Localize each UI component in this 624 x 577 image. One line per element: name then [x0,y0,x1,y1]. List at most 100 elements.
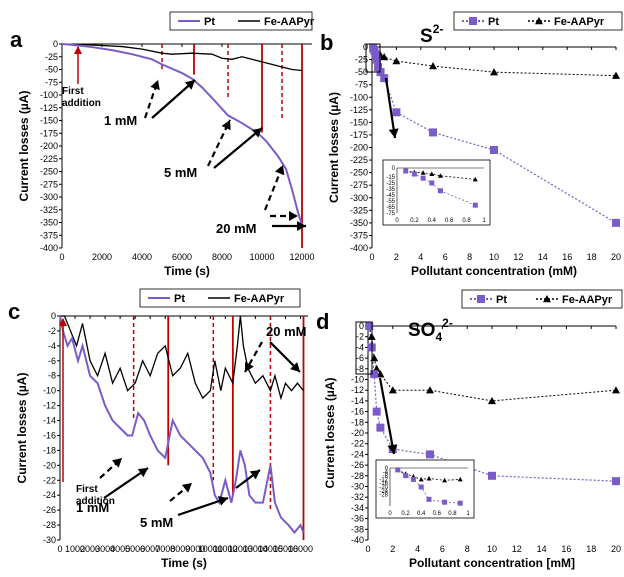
x-tick-label: 6 [443,252,448,262]
data-point-fe-aapyr [380,53,389,61]
legend-label-pt: Pt [488,16,499,28]
data-point-pt [372,55,381,64]
data-point-pt [365,322,374,330]
x-tick-label: 14000 [258,544,283,554]
data-point-pt [376,423,385,432]
legend: Pt Fe-AAPyr [169,11,315,31]
x-tick-label: 6 [440,544,445,554]
inset-data-point-pt [418,484,424,490]
legend-label-fe: Fe-AAPyr [562,294,613,306]
inset-data-point-fe-aapyr [418,476,424,482]
annotation-arrow [151,79,196,119]
y-tick-label: -200 [350,143,368,153]
inset-frame [382,159,491,226]
y-tick-label: -100 [40,90,58,100]
y-tick-label: -4 [48,341,56,351]
ion-label: S2- [420,22,443,47]
x-tick-label: 8 [465,544,470,554]
y-tick-label: -225 [350,155,368,165]
y-tick-label: -50 [45,65,58,75]
data-point-pt [612,477,620,486]
first-addition-label: First [62,86,84,97]
panel-label-d: d [316,309,329,334]
y-tick-label: -125 [350,105,368,115]
inset-data-point-pt [403,168,409,174]
y-tick-label: 0 [359,321,364,331]
data-point-pt [370,370,379,379]
data-point-pt [380,74,389,83]
x-tick-label: 8000 [170,544,190,554]
data-point-fe-aapyr [392,57,401,65]
y-tick-label: -325 [350,205,368,215]
x-tick-label: 8000 [212,252,232,262]
first-addition-label: addition [76,496,115,507]
y-tick-label: -100 [350,92,368,102]
panel-b: 0-25-50-75-100-125-150-175-200-225-250-2… [327,42,621,278]
concentration-annotation: 5 mM [164,165,197,180]
dashed-annotation-arrow-head [111,458,122,468]
y-tick-label: -22 [351,439,364,449]
dashed-annotation-arrow-head [150,80,160,91]
x-tick-label: 5000 [125,544,145,554]
inset-x-tick-label: 0 [395,218,399,224]
inset-data-point-pt [410,476,416,482]
concentration-annotation: 20 mM [266,324,306,339]
x-tick-label: 16000 [288,544,313,554]
data-point-pt [612,218,620,227]
x-tick-label: 20 [611,252,621,262]
inset-d: 0-4-8-12-16-20-24-280 0.2 0.4 0.6 0.8 1 [375,459,475,519]
x-tick-label: 9000 [185,544,205,554]
zoom-arrow [378,377,396,455]
inset-y-tick-label: -12 [379,477,388,483]
concentration-annotation: 1 mM [76,500,109,515]
y-tick-label: -250 [40,167,58,177]
inset-data-point-fe-aapyr [457,476,463,482]
ion-symbol: SO [408,320,435,341]
x-tick-label: 4000 [110,544,130,554]
y-tick-label: -125 [40,103,58,113]
inset-y-tick-label: -55 [386,199,395,205]
inset-y-tick-label: 0 [385,466,389,472]
inset-series-line-fe-aapyr [405,170,476,180]
x-tick-label: 1000 [65,544,85,554]
series-line-pt [59,315,305,535]
x-tick-label: 3000 [95,544,115,554]
inset-data-point-pt [438,188,443,194]
series-line-fe-aapyr [368,325,617,402]
zoom-arrow-head [388,128,399,138]
inset-x-tick-label: 0.6 [433,511,442,517]
y-tick-label: -175 [350,130,368,140]
inset-data-point-pt [395,467,401,473]
legend-label-fe: Fe-AAPyr [264,16,315,28]
y-tick-label: -400 [40,243,58,253]
y-axis-label: Current losses (µA) [15,373,29,484]
x-tick-label: 14 [538,252,548,262]
inset-b: 0-15-25-35-45-55-65-750 0.2 0.4 0.6 0.8 1 [382,159,491,226]
y-tick-label: -175 [40,128,58,138]
y-tick-label: -10 [43,386,56,396]
y-tick-label: -20 [351,428,364,438]
data-point-fe-aapyr [488,396,496,405]
y-tick-label: -34 [351,503,364,513]
y-tick-label: -18 [43,445,56,455]
x-tick-label: 12000 [228,544,253,554]
legend-pt-marker [469,17,477,25]
dashed-annotation-arrow-head [275,165,285,176]
y-tick-label: -75 [355,80,368,90]
x-tick-label: 2 [394,252,399,262]
concentration-annotation: 20 mM [216,221,256,236]
x-tick-label: 10 [487,544,497,554]
y-tick-label: -25 [355,55,368,65]
annotation-arrow-head [137,468,148,478]
y-tick-label: -400 [350,243,368,253]
inset-y-tick-label: -16 [379,481,388,487]
inset-x-tick-label: 1 [482,218,486,224]
inset-data-point-fe-aapyr [472,176,478,182]
inset-data-point-pt [403,473,409,479]
x-tick-label: 4 [418,252,423,262]
annotation-arrow-head [217,496,228,506]
y-tick-label: -30 [43,535,56,545]
y-tick-label: -16 [351,407,364,417]
y-tick-label: -24 [351,449,364,459]
legend-label-pt: Pt [204,16,215,28]
